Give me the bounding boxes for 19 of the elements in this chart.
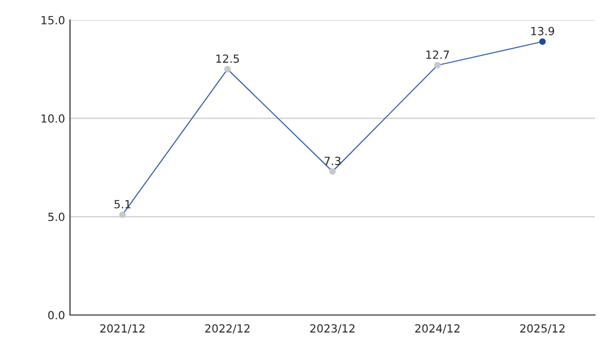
data-label: 12.5 [216,54,239,63]
x-tick-label: 2023/12 [310,324,354,334]
data-label: 12.7 [426,50,449,59]
point [119,211,126,218]
y-tick-label: 10.0 [42,114,64,123]
y-tick-label: 15.0 [42,16,64,24]
x-tick-label: 2024/12 [415,324,460,334]
point [329,168,336,175]
data-label: 5.1 [114,200,130,208]
y-tick-label: 5.0 [48,212,64,222]
x-tick-label: 2025/12 [520,324,564,334]
point [539,38,546,45]
point [434,62,441,68]
x-tick-label: 2021/12 [100,324,144,334]
point [224,66,231,72]
y-tick-label: 0.0 [48,310,64,320]
x-tick-label: 2022/12 [205,324,250,334]
data-label: 13.9 [531,26,554,36]
data-label: 7.3 [324,156,340,166]
